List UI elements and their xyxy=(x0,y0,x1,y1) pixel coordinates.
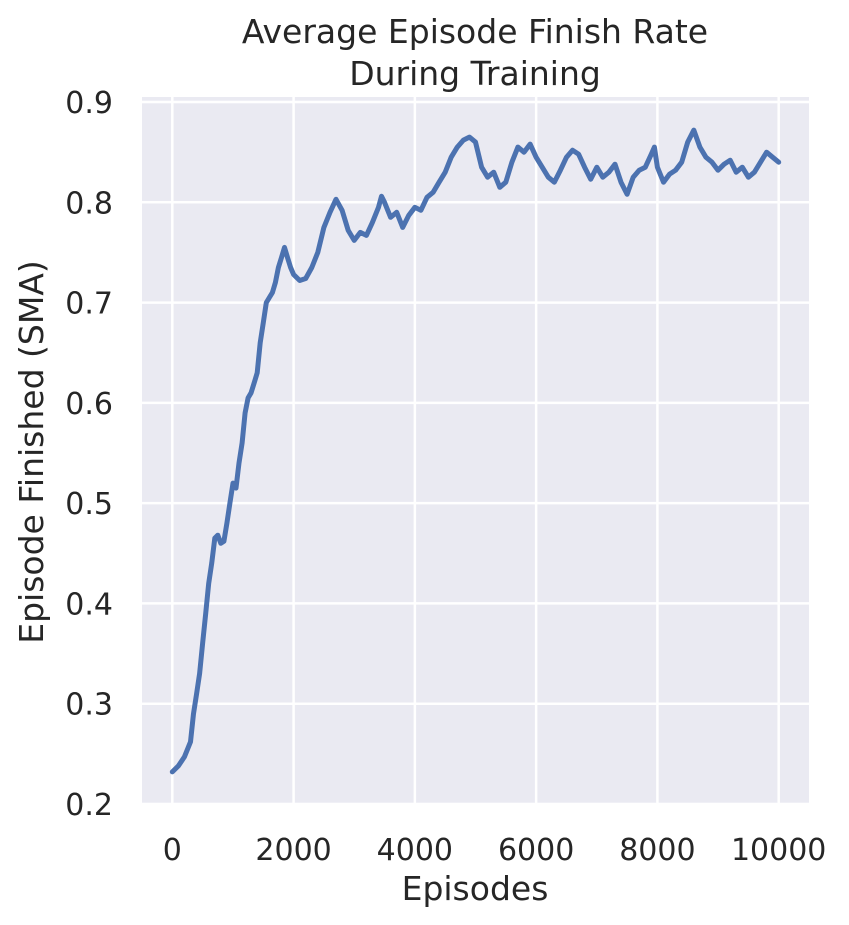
y-tick-label: 0.5 xyxy=(65,487,113,522)
y-tick-label: 0.4 xyxy=(65,587,113,622)
y-tick-label: 0.9 xyxy=(65,86,113,121)
x-tick-label: 6000 xyxy=(498,833,574,868)
y-tick-label: 0.2 xyxy=(65,788,113,823)
y-tick-label: 0.3 xyxy=(65,688,113,723)
y-axis-label: Episode Finished (SMA) xyxy=(12,260,51,644)
y-axis-ticks: 0.2 0.3 0.4 0.5 0.6 0.7 0.8 0.9 xyxy=(65,86,113,823)
gridlines xyxy=(142,97,809,806)
x-tick-label: 0 xyxy=(163,833,182,868)
chart-title-line-2: During Training xyxy=(349,54,601,93)
series-line xyxy=(169,127,782,775)
y-tick-label: 0.7 xyxy=(65,287,113,322)
x-tick-label: 4000 xyxy=(377,833,453,868)
x-tick-label: 10000 xyxy=(731,833,826,868)
x-axis-label: Episodes xyxy=(402,869,549,908)
y-tick-label: 0.8 xyxy=(65,186,113,221)
x-axis-ticks: 0 2000 4000 6000 8000 10000 xyxy=(163,833,827,868)
plot-area xyxy=(142,97,809,804)
x-tick-label: 8000 xyxy=(619,833,695,868)
y-tick-label: 0.6 xyxy=(65,387,113,422)
chart-title-line-1: Average Episode Finish Rate xyxy=(242,12,708,51)
x-tick-label: 2000 xyxy=(255,833,331,868)
